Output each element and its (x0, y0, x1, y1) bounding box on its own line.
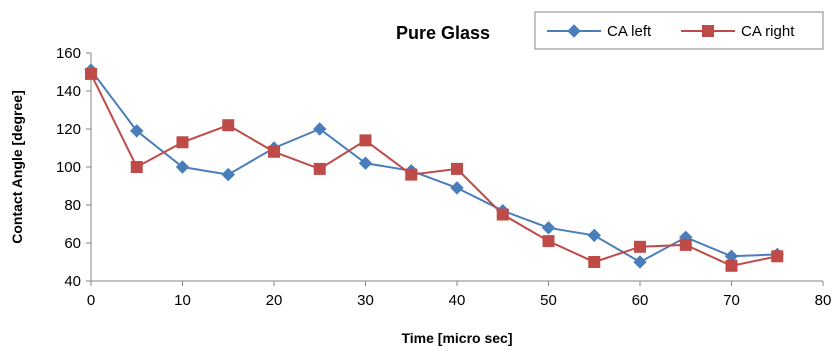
data-point-ca-left (633, 255, 647, 269)
y-tick-label: 60 (64, 235, 81, 252)
data-point-ca-right (634, 240, 646, 253)
legend-item-ca-left: CA left (547, 23, 652, 40)
y-tick-label: 140 (56, 83, 81, 100)
data-point-ca-right (496, 208, 509, 221)
y-tick-label: 100 (56, 159, 81, 176)
data-point-ca-right (222, 119, 235, 132)
series-ca-left (84, 63, 784, 269)
legend-item-ca-right: CA right (681, 23, 795, 40)
data-point-ca-right (771, 250, 784, 263)
x-tick-label: 50 (540, 292, 557, 309)
y-tick-label: 120 (56, 121, 81, 138)
x-axis-label: Time [micro sec] (401, 330, 512, 346)
y-tick-label: 40 (64, 273, 81, 290)
data-point-ca-left (541, 221, 556, 235)
data-point-ca-right (542, 235, 555, 248)
series-line-ca-left (90, 69, 778, 264)
series-layer (84, 63, 784, 272)
data-point-ca-right (725, 259, 738, 272)
data-point-ca-right (359, 134, 372, 147)
data-point-ca-right (679, 238, 692, 251)
data-point-ca-right (451, 162, 463, 175)
x-tick-label: 0 (87, 292, 95, 309)
y-axis-label: Contact Angle [degree] (9, 90, 25, 244)
data-point-ca-left (450, 181, 464, 195)
x-tick-label: 20 (266, 292, 283, 309)
series-line-ca-right (90, 73, 778, 267)
data-point-ca-right (313, 162, 326, 175)
data-point-ca-right (85, 67, 97, 80)
x-tick-label: 80 (815, 292, 832, 309)
legend-label-ca-left: CA left (607, 23, 652, 40)
chart-title: Pure Glass (396, 23, 490, 43)
data-point-ca-left (358, 156, 373, 170)
legend-marker-ca-left (567, 24, 581, 38)
y-ticks: 40 60 80 100 120 140 160 (56, 45, 91, 290)
data-point-ca-right (588, 256, 601, 268)
x-tick-label: 60 (632, 292, 649, 309)
y-tick-label: 160 (56, 45, 81, 62)
data-point-ca-right (130, 161, 143, 173)
data-point-ca-right (405, 168, 418, 181)
x-tick-label: 40 (449, 292, 466, 309)
legend-items: CA left CA right (547, 23, 795, 40)
data-point-ca-left (587, 228, 601, 243)
legend-label-ca-right: CA right (741, 23, 795, 40)
series-ca-right (85, 67, 784, 272)
y-tick-label: 80 (64, 197, 81, 214)
legend-marker-ca-right (702, 25, 714, 37)
data-point-ca-left (175, 160, 190, 174)
x-ticks: 0 10 20 30 40 50 60 70 80 (87, 281, 832, 309)
x-tick-label: 70 (723, 292, 740, 309)
data-point-ca-left (313, 122, 327, 136)
data-point-ca-left (221, 167, 235, 182)
x-tick-label: 10 (174, 292, 191, 309)
data-point-ca-right (176, 136, 189, 149)
data-point-ca-left (130, 124, 144, 138)
x-tick-label: 30 (357, 292, 374, 309)
data-point-ca-right (268, 145, 280, 158)
legend: CA left CA right (534, 11, 824, 50)
